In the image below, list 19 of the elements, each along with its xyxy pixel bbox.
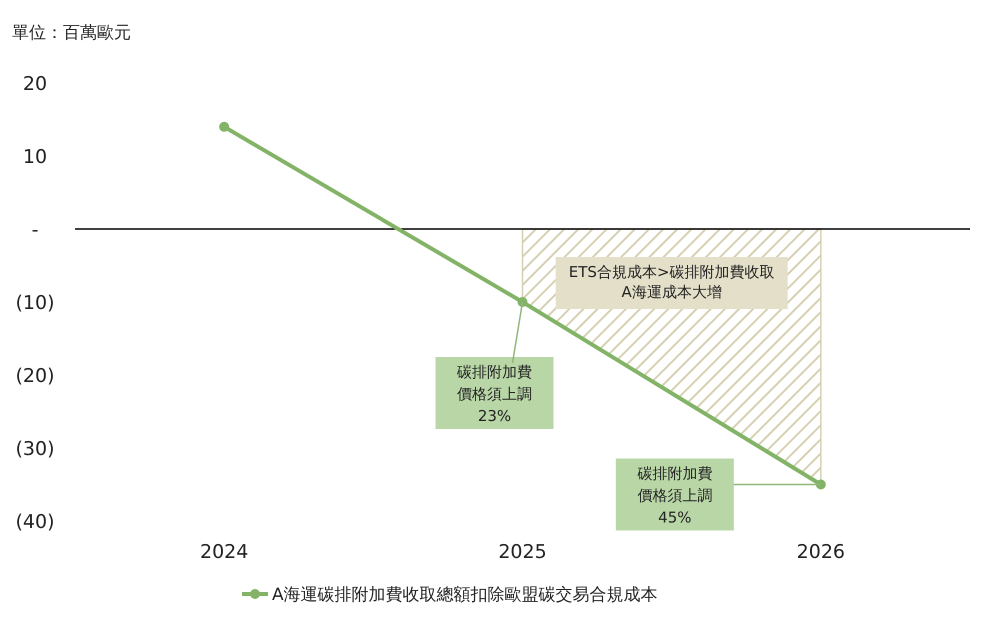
y-tick-label: 20: [22, 73, 48, 95]
y-tick-label: 10: [22, 146, 48, 168]
x-tick-label: 2024: [200, 541, 248, 563]
note: ETS合規成本>碳排附加費收取A海運成本大增: [556, 257, 788, 309]
callout: 碳排附加費價格須上調23%: [436, 302, 554, 429]
y-tick-label: (20): [15, 365, 55, 387]
x-tick-label: 2026: [796, 541, 846, 563]
x-tick-label: 2025: [498, 541, 547, 563]
y-tick-label: (40): [15, 511, 55, 533]
y-tick-label: -: [32, 219, 38, 241]
point: [219, 122, 230, 132]
annotation: 碳排附加費價格須上調45%: [636, 464, 712, 526]
annotation: 碳排附加費價格須上調23%: [456, 363, 532, 425]
annotation: ETS合規成本>碳排附加費收取A海運成本大增: [568, 263, 775, 301]
y-tick-label: (10): [15, 292, 55, 314]
y-tick-label: (30): [15, 438, 55, 460]
legend: A海運碳排附加費收取總額扣除歐盟碳交易合規成本: [242, 585, 658, 605]
callout: 碳排附加費價格須上調45%: [616, 458, 821, 530]
y-axis-title: 單位：百萬歐元: [12, 23, 131, 43]
